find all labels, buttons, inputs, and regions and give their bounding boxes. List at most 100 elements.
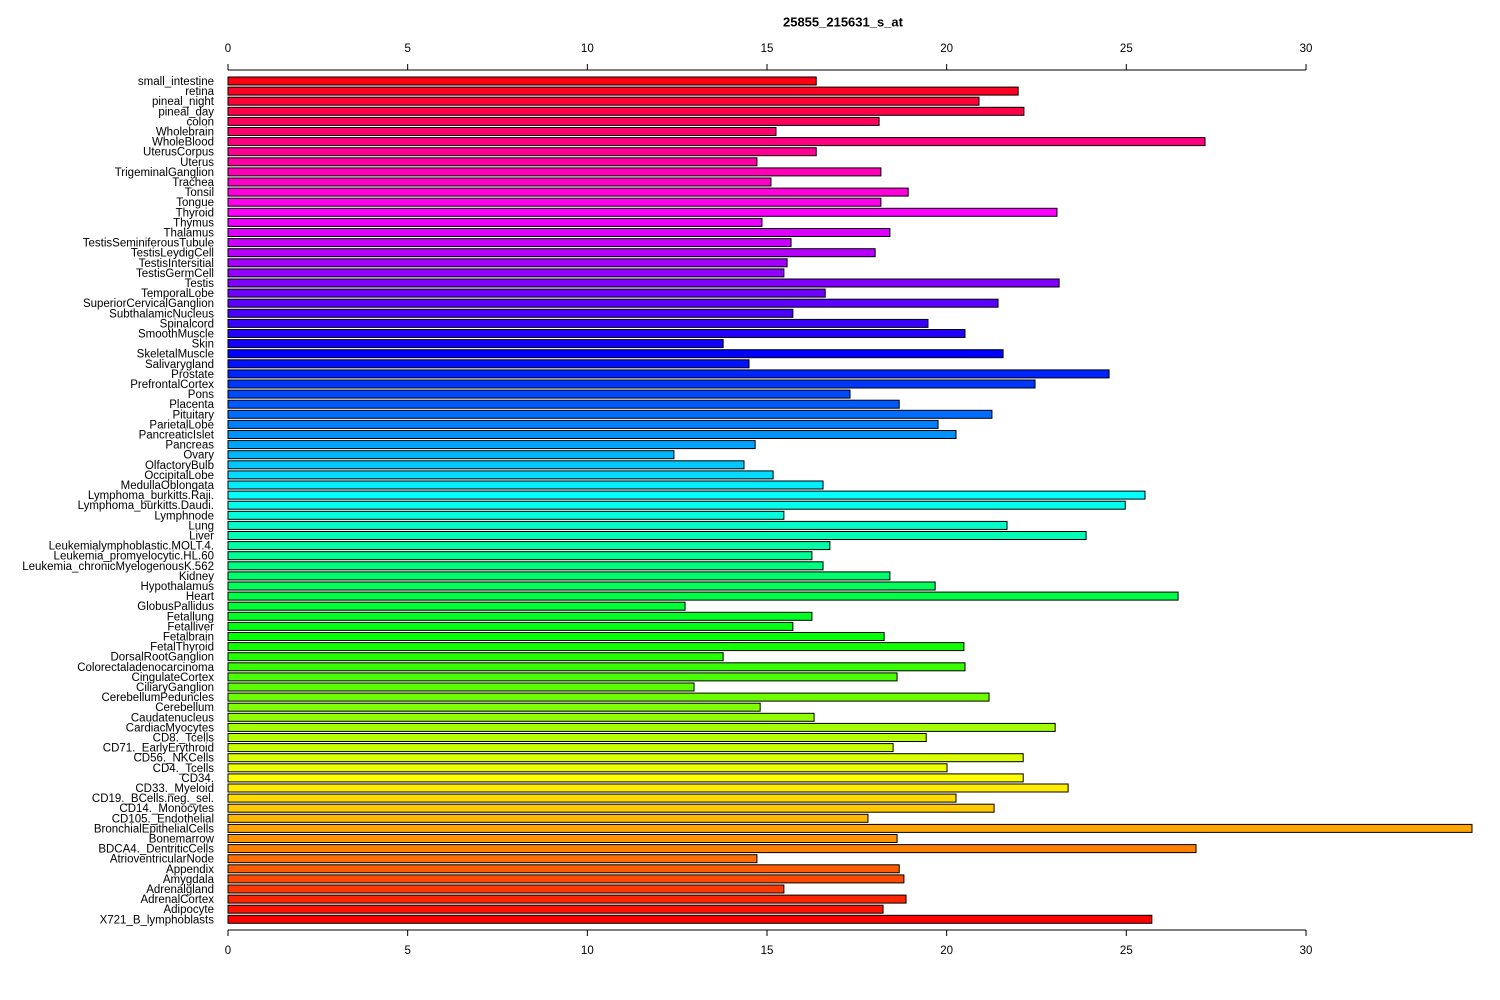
y-tick-label: Thalamus <box>164 228 215 240</box>
bar <box>227 127 777 136</box>
bar <box>227 733 927 742</box>
bar <box>227 430 957 439</box>
x-tick-label: 10 <box>581 43 594 55</box>
bar <box>227 116 880 126</box>
bar <box>227 611 813 621</box>
bar <box>227 288 826 298</box>
bar <box>227 773 1024 783</box>
bar <box>227 763 948 773</box>
bar <box>227 914 1153 924</box>
bar <box>227 753 1024 763</box>
bar <box>227 551 813 561</box>
y-tick-label: CardiacMyocytes <box>126 722 214 734</box>
y-tick-label: Tonsil <box>185 187 214 199</box>
y-tick-label: Leukemia_promyelocytic.HL.60 <box>54 551 214 563</box>
bar <box>227 601 686 611</box>
bar <box>227 632 885 641</box>
bar <box>227 137 1206 147</box>
bar <box>227 510 785 520</box>
y-tick-label: pineal_night <box>152 96 215 108</box>
y-tick-label: SmoothMuscle <box>138 329 214 341</box>
y-tick-label: TrigeminalGanglion <box>115 167 214 179</box>
bar <box>227 581 936 591</box>
x-tick-label: 30 <box>1300 945 1313 957</box>
bar <box>227 702 761 712</box>
bar <box>227 106 1025 116</box>
y-tick-label: TestisGermCell <box>136 268 214 280</box>
bar <box>227 541 831 551</box>
bar <box>227 440 756 450</box>
y-tick-label: CD8._Tcells <box>153 733 215 745</box>
bar <box>227 329 966 338</box>
bar <box>227 662 966 672</box>
y-tick-label: colon <box>187 116 215 128</box>
bar <box>227 389 851 399</box>
bar <box>227 823 1473 833</box>
y-tick-label: Prostate <box>171 369 214 381</box>
y-tick-label: retina <box>185 86 214 98</box>
y-tick-label: Heart <box>186 591 215 603</box>
bar <box>227 167 882 177</box>
bar <box>227 834 898 843</box>
bar <box>227 803 995 813</box>
y-tick-label: WholeBlood <box>152 137 214 149</box>
bar <box>227 793 957 803</box>
bar <box>227 561 824 571</box>
y-tick-label: Ovary <box>183 450 214 462</box>
y-tick-label: Fetallung <box>167 611 214 623</box>
bar <box>227 692 990 702</box>
x-tick-label: 0 <box>225 945 231 957</box>
x-tick-label: 15 <box>761 945 774 957</box>
x-tick-label: 5 <box>404 43 410 55</box>
x-tick-label: 5 <box>404 945 410 957</box>
bar <box>227 854 758 864</box>
bar <box>227 722 1056 732</box>
y-tick-label: CD4._Tcells <box>153 763 215 775</box>
y-tick-label: BDCA4._DentriticCells <box>98 844 214 856</box>
bar <box>227 318 929 328</box>
y-tick-label: Testis <box>185 278 215 290</box>
x-tick-label: 25 <box>1120 43 1133 55</box>
x-tick-label: 20 <box>940 945 953 957</box>
y-tick-label: DorsalRootGanglion <box>110 652 214 664</box>
y-tick-label: SubthalamicNucleus <box>109 308 214 320</box>
bar <box>227 672 898 682</box>
y-tick-label: Uterus <box>180 157 214 169</box>
bar <box>227 157 758 167</box>
y-tick-label: Thymus <box>173 217 214 229</box>
y-tick-label: CD56._NKCells <box>133 753 214 765</box>
x-tick-label: 25 <box>1120 945 1133 957</box>
bar <box>227 813 869 823</box>
bar <box>227 844 1197 854</box>
y-tick-label: CD71._EarlyErythroid <box>103 743 214 755</box>
x-tick-label: 30 <box>1300 43 1313 55</box>
y-tick-label: Pituitary <box>172 409 214 421</box>
bar <box>227 409 993 419</box>
y-tick-label: TestisSeminiferousTubule <box>83 238 214 250</box>
y-tick-label: SkeletalMuscle <box>137 349 214 361</box>
y-tick-label: TestisIntersitial <box>139 258 214 270</box>
bar <box>227 379 1036 389</box>
y-tick-label: PancreaticIslet <box>139 430 215 442</box>
y-tick-label: Fetalbrain <box>163 632 214 644</box>
y-tick-label: Trachea <box>172 177 214 189</box>
y-tick-label: Liver <box>189 531 214 543</box>
bar <box>227 571 891 581</box>
y-tick-label: Lymphoma_burkitts.Raji. <box>88 490 214 502</box>
y-tick-label: Leukemialymphoblastic.MOLT.4. <box>49 541 214 553</box>
bar <box>227 520 1008 530</box>
y-tick-label: GlobusPallidus <box>137 601 214 613</box>
y-tick-label: CingulateCortex <box>132 672 215 684</box>
bar <box>227 399 900 409</box>
y-tick-label: Leukemia_chronicMyelogenousK.562 <box>22 561 214 573</box>
bar <box>227 147 817 157</box>
bar <box>227 591 1179 601</box>
bar <box>227 248 876 258</box>
y-tick-label: Spinalcord <box>160 318 214 330</box>
bar <box>227 258 788 268</box>
bar <box>227 460 745 470</box>
bar <box>227 904 884 914</box>
x-tick-label: 20 <box>940 43 953 55</box>
bar <box>227 419 939 429</box>
y-tick-label: Adrenalgland <box>146 884 214 896</box>
